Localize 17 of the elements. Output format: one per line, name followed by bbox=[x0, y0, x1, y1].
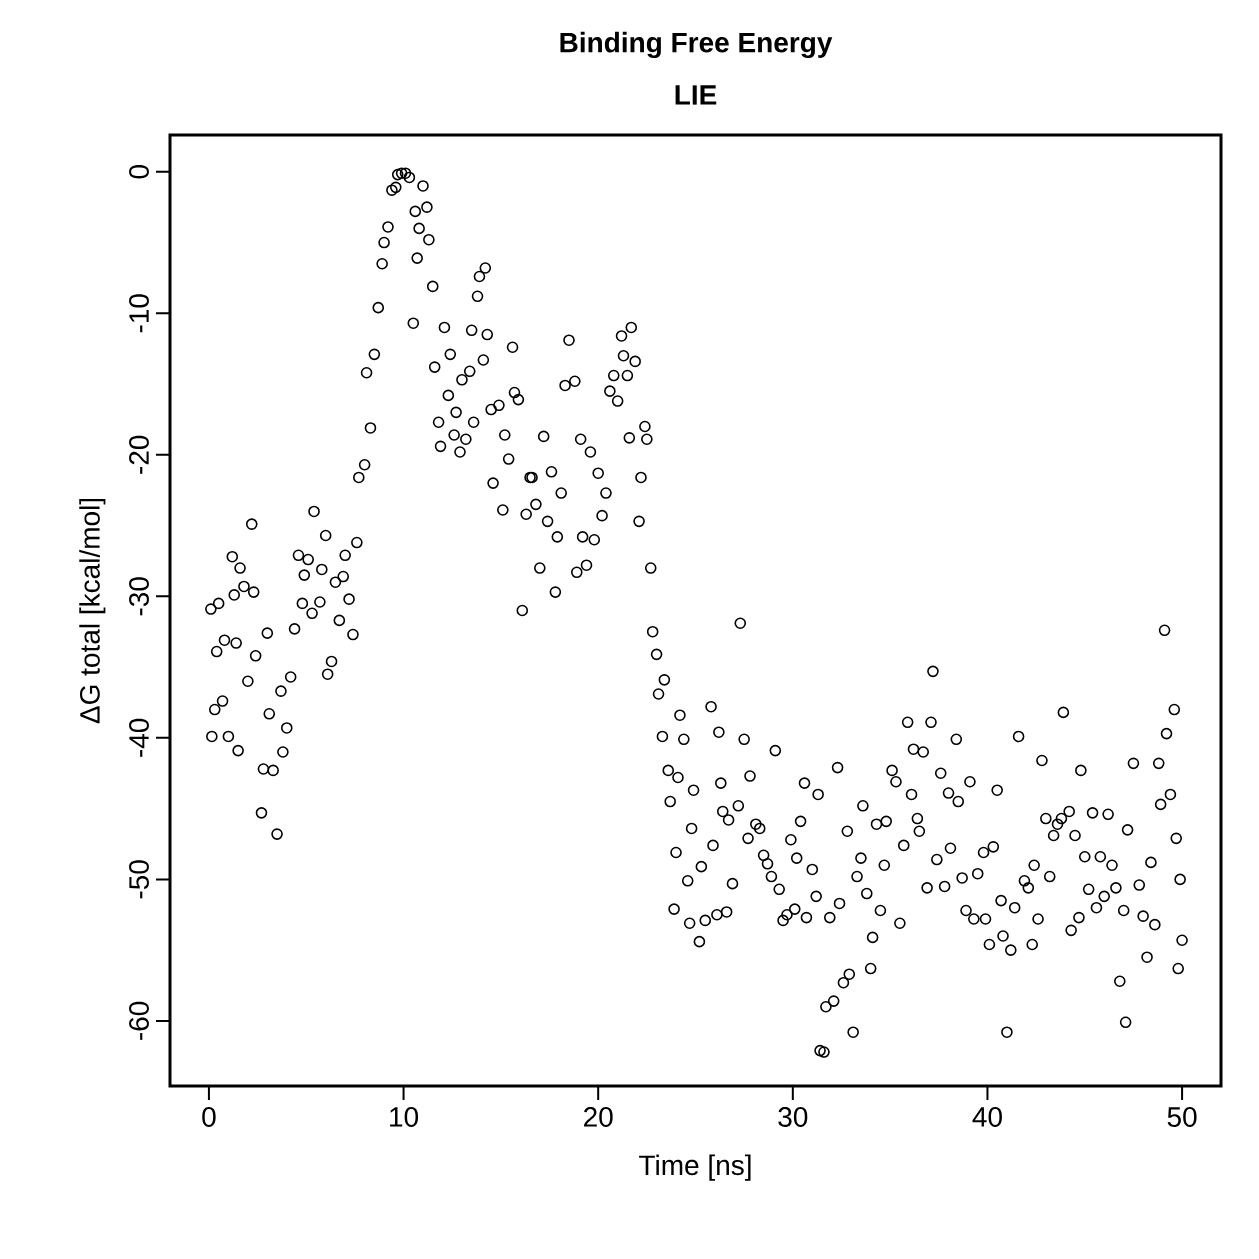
x-tick-label: 30 bbox=[778, 1107, 808, 1127]
y-tick-label: -10 bbox=[129, 294, 149, 333]
y-axis-title: ΔG total [kcal/mol] bbox=[79, 498, 106, 724]
y-tick-label: -50 bbox=[129, 860, 149, 899]
x-tick-label: 10 bbox=[390, 1107, 419, 1127]
chart-subtitle: LIE bbox=[675, 85, 717, 105]
x-tick-label: 20 bbox=[584, 1107, 613, 1127]
y-tick-label: -20 bbox=[129, 435, 149, 474]
y-tick-label: -60 bbox=[129, 1001, 149, 1040]
y-tick-label: -40 bbox=[129, 718, 149, 757]
y-tick-label: -30 bbox=[129, 577, 149, 616]
y-tick-label: 0 bbox=[129, 165, 149, 179]
x-tick-label: 50 bbox=[1167, 1107, 1197, 1127]
x-tick-label: 40 bbox=[972, 1107, 1002, 1127]
chart-title: Binding Free Energy bbox=[560, 31, 833, 59]
x-tick-label: 0 bbox=[202, 1107, 216, 1127]
x-axis-title: Time [ns] bbox=[639, 1154, 751, 1181]
